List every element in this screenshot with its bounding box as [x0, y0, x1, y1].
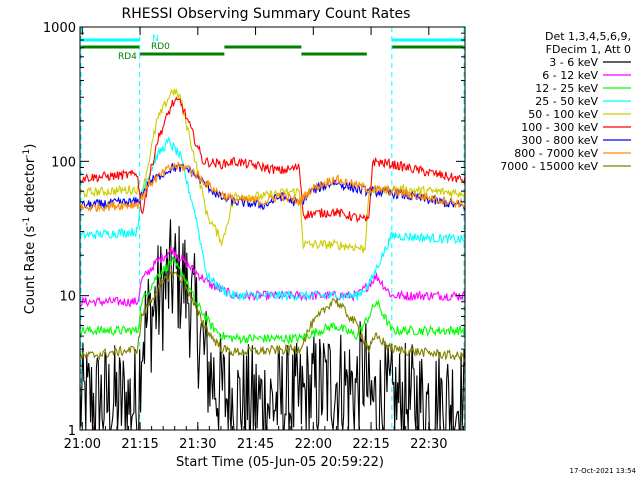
y-tick-label: 1 — [68, 424, 76, 439]
series-line-3-6-kev — [79, 219, 466, 431]
series-line-7000-15000-kev — [79, 269, 466, 364]
y-axis-label-end: ) — [23, 144, 38, 149]
legend-label: 800 - 7000 keV — [514, 147, 598, 160]
legend-label: 3 - 6 keV — [549, 56, 598, 69]
x-tick-label: 21:00 — [64, 437, 101, 452]
x-tick-label: 21:30 — [179, 437, 216, 452]
legend: Det 1,3,4,5,6,9,FDecim 1, Att 03 - 6 keV… — [500, 30, 631, 173]
x-tick-label: 22:00 — [295, 437, 332, 452]
y-axis-label-sup2: -1 — [22, 149, 32, 158]
series-line-6-12-kev — [79, 247, 466, 308]
y-tick-label: 1000 — [43, 21, 76, 36]
x-tick-label: 22:30 — [410, 437, 447, 452]
x-tick-label: 21:45 — [237, 437, 274, 452]
legend-label: 7000 - 15000 keV — [500, 160, 598, 173]
series-line-800-7000-kev — [79, 161, 466, 213]
y-axis-label-sup1: -1 — [22, 217, 32, 226]
series-line-12-25-kev — [79, 256, 466, 346]
legend-label: 6 - 12 keV — [542, 69, 598, 82]
axes-layer: 1 10 100 1000 21:00 21:15 21:30 21:45 22:00 22:15… — [43, 21, 465, 452]
y-tick-label: 10 — [59, 290, 76, 305]
legend-label: 50 - 100 keV — [528, 108, 598, 121]
timestamp: 17-Oct-2021 13:54 — [570, 467, 637, 475]
y-axis-label: Count Rate (s-1 detector-1) — [22, 144, 38, 315]
flag-label-rd0: RD0 — [151, 42, 170, 52]
flag-label-n: N — [152, 34, 159, 44]
x-tick-label: 22:15 — [352, 437, 389, 452]
y-tick-label: 100 — [51, 155, 76, 170]
y-axis-label-mid: detector — [23, 157, 38, 217]
x-axis-label: Start Time (05-Jun-05 20:59:22) — [176, 455, 384, 470]
legend-label: 12 - 25 keV — [535, 82, 598, 95]
legend-label: 300 - 800 keV — [521, 134, 598, 147]
x-tick-label: 21:15 — [121, 437, 158, 452]
plot-frame — [79, 26, 466, 431]
legend-label: 100 - 300 keV — [521, 121, 598, 134]
legend-header-line: FDecim 1, Att 0 — [546, 43, 631, 56]
series-layer — [79, 88, 466, 431]
y-axis-label-main: Count Rate (s — [23, 226, 38, 315]
legend-header-line: Det 1,3,4,5,6,9, — [545, 30, 631, 43]
flag-label-rd4: RD4 — [118, 52, 137, 62]
series-line-100-300-kev — [79, 96, 466, 224]
chart-title: RHESSI Observing Summary Count Rates — [122, 6, 411, 22]
legend-label: 25 - 50 keV — [535, 95, 598, 108]
